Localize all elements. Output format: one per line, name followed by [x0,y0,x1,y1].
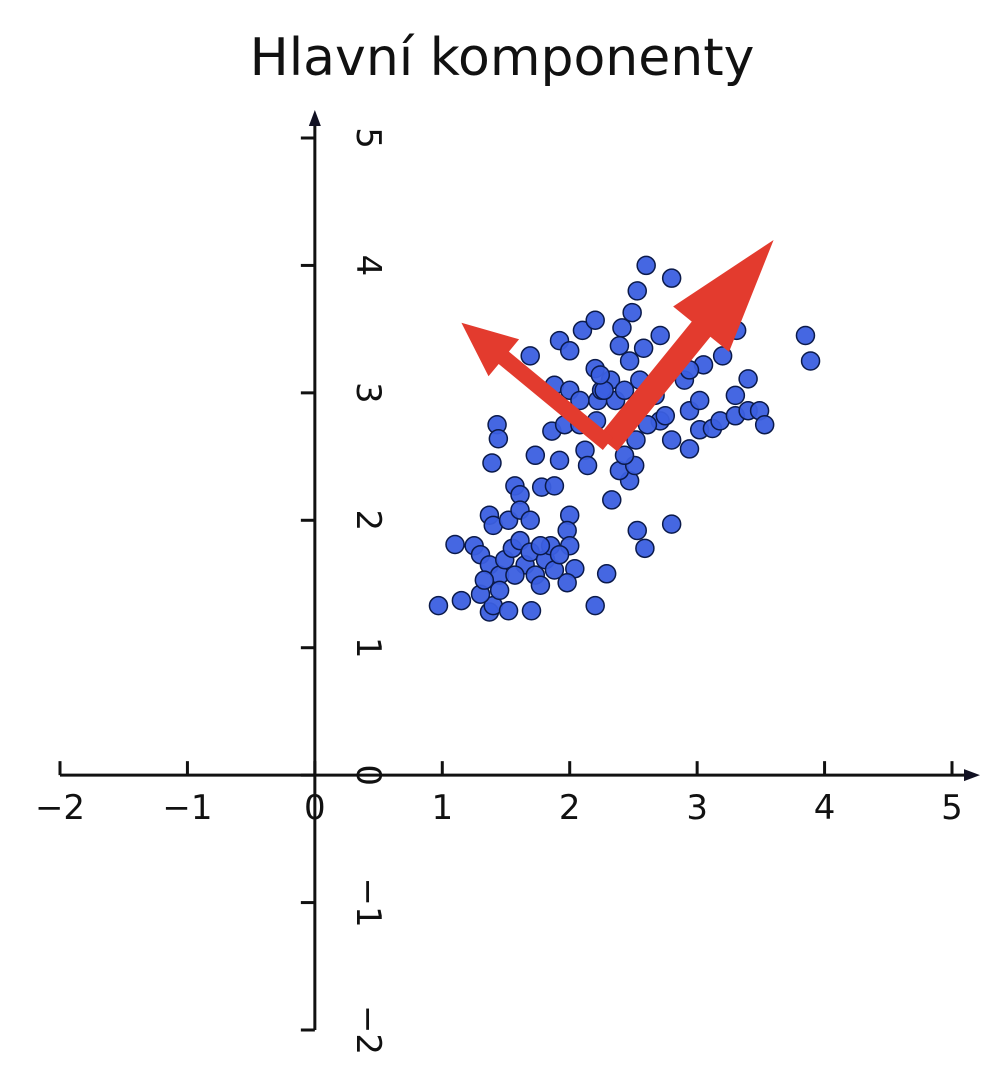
scatter-point [800,351,821,371]
x-tick-label: 0 [304,788,326,828]
scatter-point [614,380,635,401]
scatter-point [689,390,710,411]
scatter-point [622,302,642,323]
scatter-point [520,510,540,531]
scatter-point [795,325,816,346]
scatter-point [428,595,449,616]
scatter-point [614,445,635,466]
scatter-point [557,572,577,593]
y-axis-arrow [308,110,321,126]
x-tick-label: 3 [686,788,708,828]
scatter-point [585,595,605,616]
chart-title: Hlavní komponenty [250,28,755,88]
y-tick-label: 0 [348,764,388,786]
scatter-point [488,428,509,449]
scatter-point [738,369,758,389]
scatter-point [530,575,551,596]
component-arrow [461,322,614,450]
scatter-point [754,414,775,435]
scatter-point [451,590,472,611]
x-tick-label: −2 [35,788,85,828]
y-tick-label: −1 [348,878,388,928]
scatter-point [635,538,655,559]
scatter-point [559,341,580,361]
scatter-point [530,536,551,556]
scatter-point [505,565,525,585]
scatter-point [725,385,746,406]
x-tick-label: 2 [559,788,581,828]
scatter-point [572,320,593,341]
scatter-point [619,351,640,371]
scatter-point [612,318,632,338]
scatter-point [570,390,590,411]
scatter-point [525,445,546,466]
x-tick-label: 1 [431,788,453,828]
scatter-point [549,450,570,471]
scatter-point [679,439,700,459]
y-tick-label: 4 [348,255,388,277]
scatter-point [627,520,648,541]
scatter-point [636,255,656,276]
scatter-point [521,601,542,621]
scatter-point [474,570,495,590]
scatter-point [489,580,510,601]
x-tick-label: −1 [162,788,212,828]
scatter-point [661,514,682,534]
scatter-point [498,601,519,621]
scatter-point [633,338,654,359]
scatter-point [590,365,611,385]
scatter-point [626,430,646,450]
scatter-point [650,325,670,346]
scatter-point [655,406,676,426]
scatter-point [661,430,682,450]
scatter-point [661,268,682,288]
x-tick-label: 5 [941,788,963,828]
scatter-point [596,564,617,584]
y-tick-label: 2 [348,509,388,531]
y-tick-label: 1 [348,637,388,659]
scatter-point [627,281,648,301]
scatter-point [482,453,502,473]
scatter-point [577,455,598,476]
y-tick-label: 3 [348,382,388,404]
x-axis-arrow [964,769,980,782]
scatter-point [712,346,733,366]
y-tick-label: −2 [348,1005,388,1055]
y-tick-label: 5 [348,127,388,149]
scatter-point [520,346,540,366]
scatter-point [445,534,465,555]
scatter-point [544,476,565,496]
x-tick-label: 4 [814,788,836,828]
scatter-point [602,490,622,510]
scatter-point [549,544,570,565]
component-arrow [598,239,774,452]
scatter-point [585,310,605,330]
scatter-point [609,335,630,356]
